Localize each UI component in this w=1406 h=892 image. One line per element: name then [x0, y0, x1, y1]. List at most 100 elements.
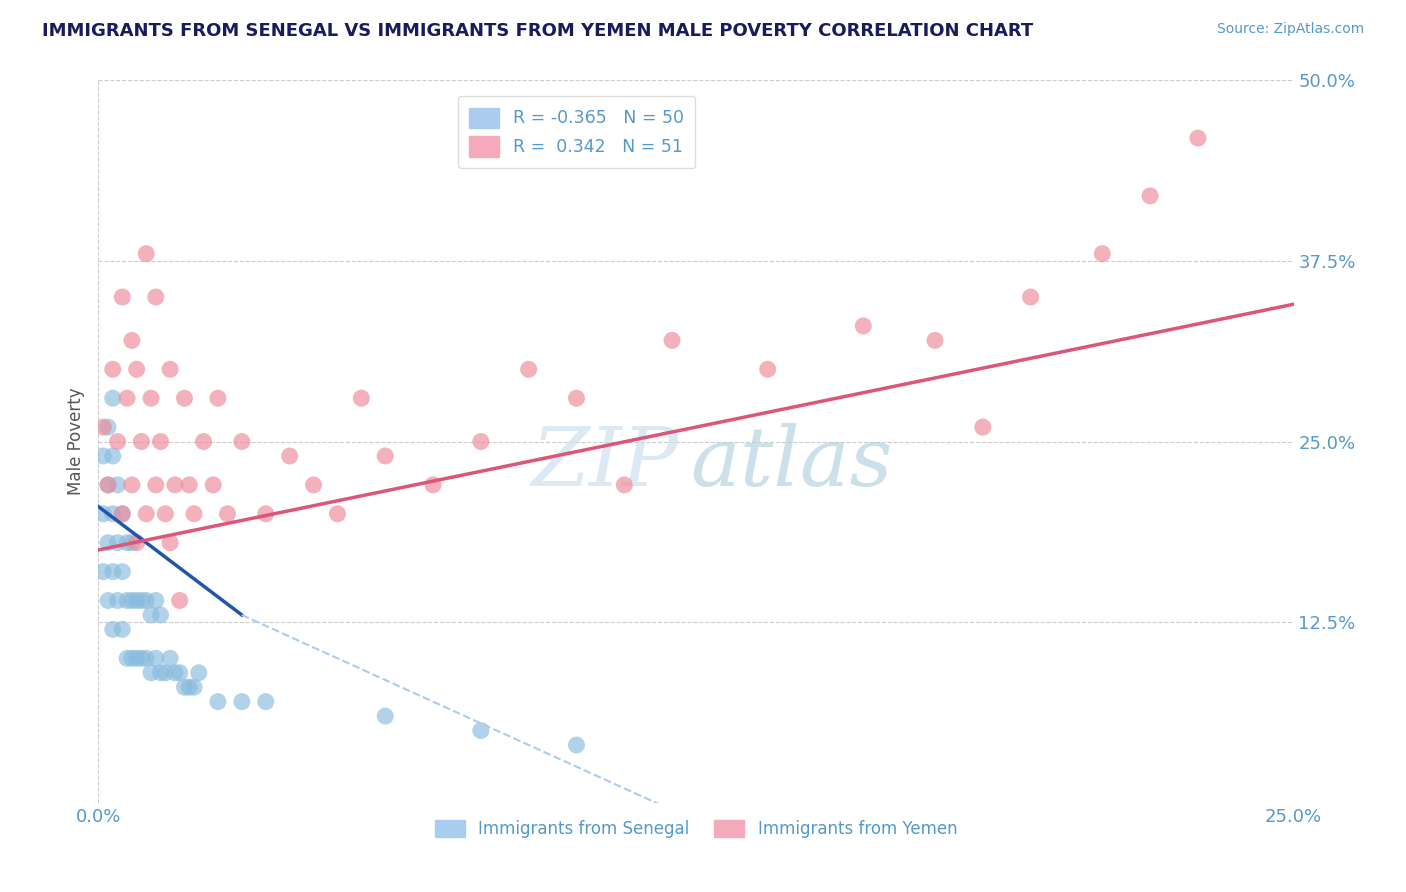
- Point: [121, 334, 143, 348]
- Point: [101, 565, 124, 579]
- Text: ZIP: ZIP: [531, 423, 678, 503]
- Text: Source: ZipAtlas.com: Source: ZipAtlas.com: [1216, 22, 1364, 37]
- Point: [101, 362, 124, 376]
- Point: [173, 680, 195, 694]
- Point: [145, 593, 167, 607]
- Point: [517, 362, 540, 376]
- Point: [972, 420, 994, 434]
- Point: [115, 593, 138, 607]
- Point: [852, 318, 875, 333]
- Point: [111, 623, 134, 637]
- Point: [115, 535, 138, 549]
- Point: [202, 478, 225, 492]
- Point: [1019, 290, 1042, 304]
- Point: [231, 434, 253, 449]
- Point: [179, 478, 201, 492]
- Point: [159, 362, 181, 376]
- Point: [924, 334, 946, 348]
- Point: [149, 434, 172, 449]
- Point: [139, 665, 162, 680]
- Point: [374, 449, 396, 463]
- Point: [169, 593, 191, 607]
- Point: [163, 665, 186, 680]
- Text: atlas: atlas: [690, 423, 893, 503]
- Point: [613, 478, 636, 492]
- Point: [135, 651, 157, 665]
- Point: [97, 478, 120, 492]
- Point: [97, 420, 120, 434]
- Point: [115, 391, 138, 405]
- Point: [155, 507, 177, 521]
- Point: [101, 623, 124, 637]
- Point: [125, 362, 148, 376]
- Point: [207, 695, 229, 709]
- Text: IMMIGRANTS FROM SENEGAL VS IMMIGRANTS FROM YEMEN MALE POVERTY CORRELATION CHART: IMMIGRANTS FROM SENEGAL VS IMMIGRANTS FR…: [42, 22, 1033, 40]
- Point: [207, 391, 229, 405]
- Point: [1091, 246, 1114, 260]
- Point: [565, 738, 588, 752]
- Point: [470, 723, 492, 738]
- Point: [159, 651, 181, 665]
- Point: [115, 651, 138, 665]
- Point: [193, 434, 215, 449]
- Point: [374, 709, 396, 723]
- Point: [107, 434, 129, 449]
- Point: [107, 593, 129, 607]
- Point: [149, 665, 172, 680]
- Point: [254, 507, 277, 521]
- Point: [350, 391, 373, 405]
- Point: [187, 665, 209, 680]
- Point: [302, 478, 325, 492]
- Point: [111, 507, 134, 521]
- Point: [125, 651, 148, 665]
- Point: [101, 449, 124, 463]
- Point: [1139, 189, 1161, 203]
- Point: [121, 593, 143, 607]
- Point: [91, 507, 114, 521]
- Point: [97, 478, 120, 492]
- Point: [155, 665, 177, 680]
- Point: [91, 420, 114, 434]
- Point: [139, 391, 162, 405]
- Point: [121, 651, 143, 665]
- Point: [756, 362, 779, 376]
- Point: [101, 507, 124, 521]
- Point: [145, 651, 167, 665]
- Point: [173, 391, 195, 405]
- Point: [145, 478, 167, 492]
- Point: [470, 434, 492, 449]
- Point: [125, 593, 148, 607]
- Point: [131, 593, 153, 607]
- Point: [183, 680, 205, 694]
- Point: [1187, 131, 1209, 145]
- Point: [278, 449, 301, 463]
- Point: [565, 391, 588, 405]
- Point: [121, 535, 143, 549]
- Point: [139, 607, 162, 622]
- Point: [111, 565, 134, 579]
- Point: [111, 507, 134, 521]
- Point: [121, 478, 143, 492]
- Point: [183, 507, 205, 521]
- Point: [135, 507, 157, 521]
- Legend: Immigrants from Senegal, Immigrants from Yemen: Immigrants from Senegal, Immigrants from…: [427, 814, 965, 845]
- Point: [254, 695, 277, 709]
- Point: [149, 607, 172, 622]
- Point: [135, 593, 157, 607]
- Point: [125, 535, 148, 549]
- Point: [107, 535, 129, 549]
- Point: [169, 665, 191, 680]
- Point: [163, 478, 186, 492]
- Point: [131, 434, 153, 449]
- Point: [661, 334, 683, 348]
- Point: [326, 507, 349, 521]
- Point: [217, 507, 239, 521]
- Point: [101, 391, 124, 405]
- Point: [179, 680, 201, 694]
- Point: [107, 478, 129, 492]
- Y-axis label: Male Poverty: Male Poverty: [66, 388, 84, 495]
- Point: [91, 449, 114, 463]
- Point: [97, 593, 120, 607]
- Point: [422, 478, 444, 492]
- Point: [97, 535, 120, 549]
